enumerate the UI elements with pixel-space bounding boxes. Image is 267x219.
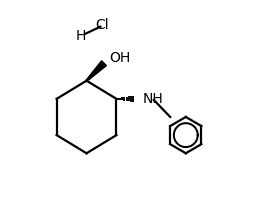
Polygon shape	[86, 61, 107, 81]
Text: Cl: Cl	[96, 18, 109, 32]
Text: NH: NH	[143, 92, 164, 106]
Text: H: H	[76, 29, 87, 43]
Text: OH: OH	[109, 51, 130, 65]
